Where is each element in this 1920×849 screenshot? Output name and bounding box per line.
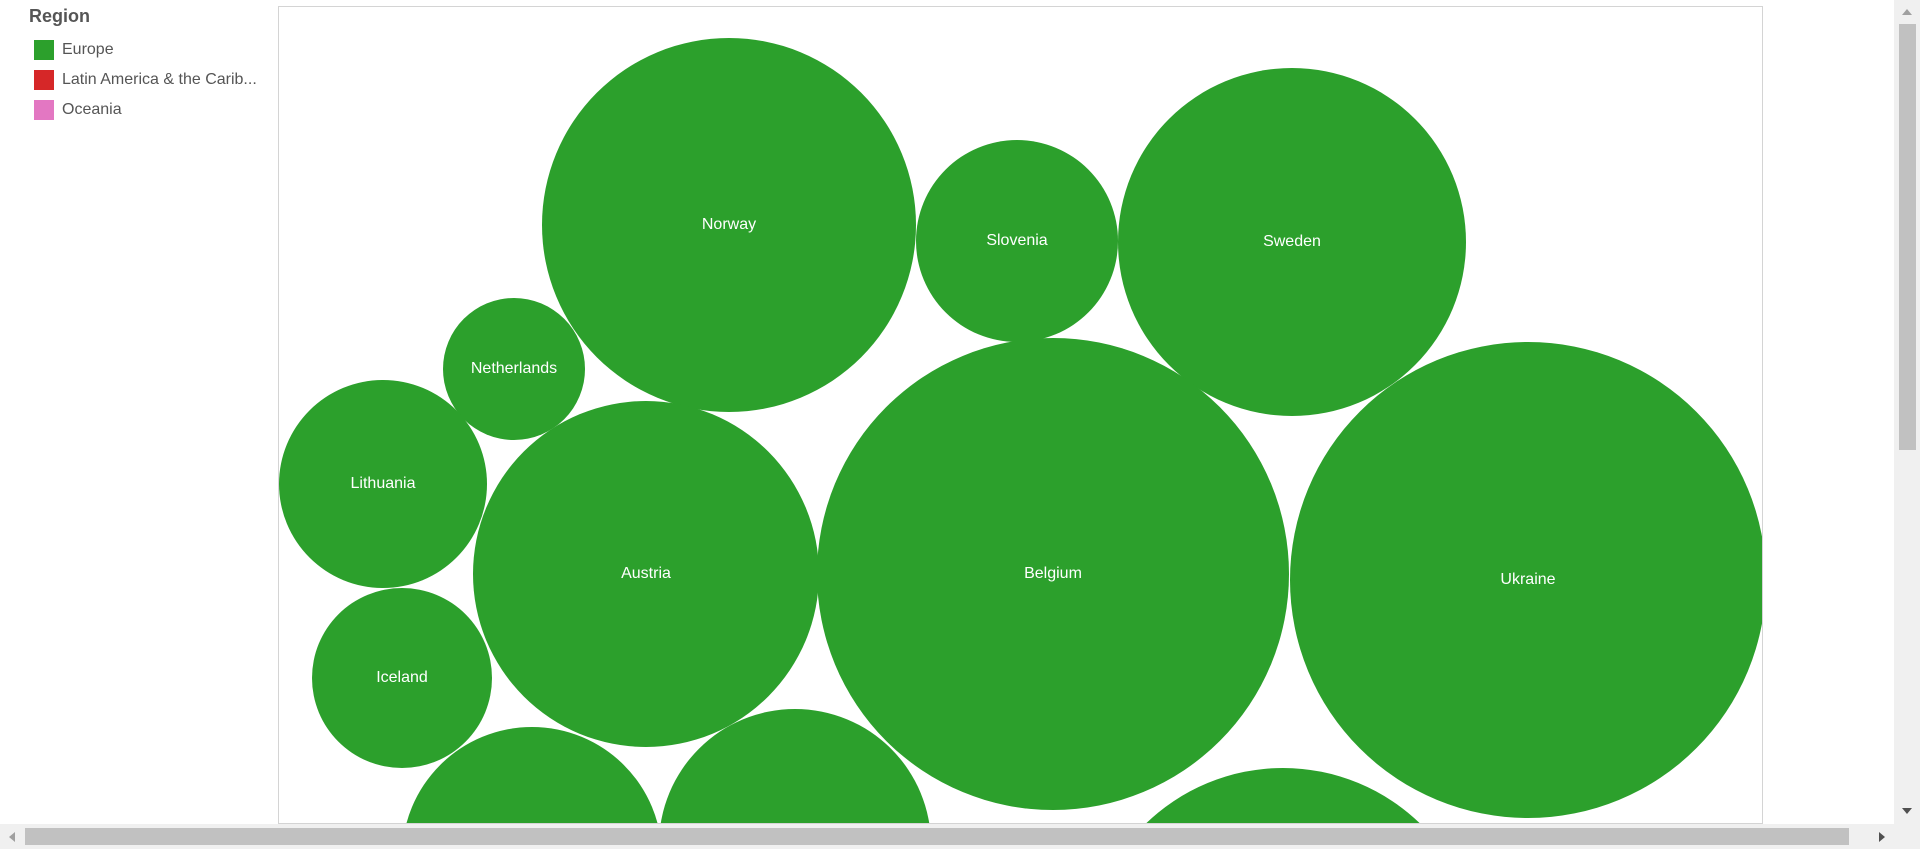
bubble-slovenia[interactable] — [916, 140, 1118, 342]
legend: Region Europe Latin America & the Carib.… — [29, 4, 264, 125]
legend-item-oceania[interactable]: Oceania — [29, 95, 264, 125]
bubble-label: Netherlands — [471, 360, 557, 377]
bubble-label: Austria — [621, 565, 671, 582]
horizontal-scroll-thumb[interactable] — [25, 828, 1849, 845]
vertical-scrollbar[interactable] — [1894, 0, 1920, 824]
legend-label: Latin America & the Carib... — [62, 71, 257, 88]
bubble-ukraine[interactable] — [1290, 342, 1763, 818]
legend-item-latin-america[interactable]: Latin America & the Carib... — [29, 65, 264, 95]
bubble-label: Norway — [702, 216, 756, 233]
bubble-sweden[interactable] — [1118, 68, 1466, 416]
scroll-left-icon[interactable] — [9, 832, 15, 842]
legend-swatch-oceania — [34, 100, 54, 120]
legend-swatch-latin-america — [34, 70, 54, 90]
bubble-chart: Norway Slovenia Sweden Netherlands Lithuania… — [279, 38, 1763, 824]
legend-label: Europe — [62, 41, 114, 58]
bubble-label: Iceland — [376, 669, 428, 686]
scroll-down-icon[interactable] — [1902, 808, 1912, 814]
legend-label: Oceania — [62, 101, 122, 118]
bubble-lithuania[interactable] — [279, 380, 487, 588]
scroll-up-icon[interactable] — [1902, 9, 1912, 15]
bubble-label: Belgium — [1024, 565, 1082, 582]
bubble-unlabeled-10[interactable] — [659, 709, 931, 824]
bubble-chart-area: Norway Slovenia Sweden Netherlands Lithuania… — [278, 6, 1763, 824]
legend-swatch-europe — [34, 40, 54, 60]
bubble-label: Sweden — [1263, 233, 1321, 250]
scroll-corner — [1894, 824, 1920, 849]
bubble-label: Ukraine — [1500, 571, 1555, 588]
vertical-scroll-thumb[interactable] — [1899, 24, 1916, 450]
bubble-unlabeled-9[interactable] — [402, 727, 662, 824]
horizontal-scrollbar[interactable] — [0, 824, 1894, 849]
bubble-label: Lithuania — [351, 475, 416, 492]
legend-item-europe[interactable]: Europe — [29, 35, 264, 65]
bubble-belgium[interactable] — [817, 338, 1289, 810]
bubble-iceland[interactable] — [312, 588, 492, 768]
bubble-netherlands[interactable] — [443, 298, 585, 440]
bubble-norway[interactable] — [542, 38, 916, 412]
bubble-austria[interactable] — [473, 401, 819, 747]
bubble-unlabeled-11[interactable] — [1086, 768, 1480, 824]
legend-title: Region — [29, 6, 90, 26]
bubble-label: Slovenia — [986, 232, 1047, 249]
scroll-right-icon[interactable] — [1879, 832, 1885, 842]
